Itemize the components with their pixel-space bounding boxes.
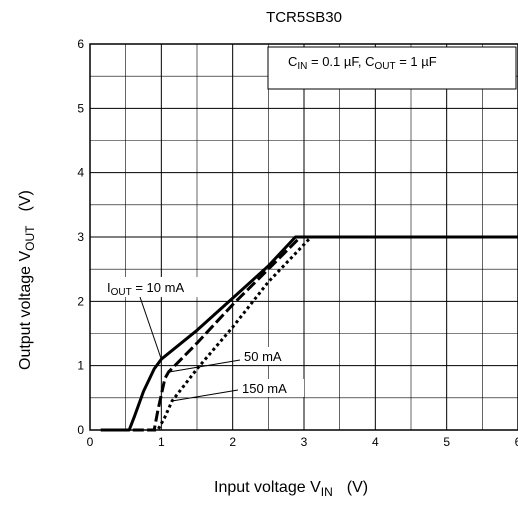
y-tick-label: 1 bbox=[77, 359, 84, 373]
series-line-50ma bbox=[132, 235, 518, 432]
series-annotations: IOUT = 10 mA 50 mA 150 mA bbox=[102, 277, 304, 402]
x-axis-label: Input voltage VIN (V) bbox=[214, 479, 368, 499]
y-tick-label: 2 bbox=[77, 294, 84, 308]
series-label-150ma: 150 mA bbox=[242, 381, 287, 396]
x-tick-label: 3 bbox=[301, 435, 308, 449]
condition-label: CIN = 0.1 µF, COUT = 1 µF bbox=[288, 54, 437, 72]
x-tick-label: 1 bbox=[158, 435, 165, 449]
y-tick-label: 5 bbox=[77, 101, 84, 115]
series-label-bg bbox=[238, 379, 304, 397]
tick-labels: 0 1 2 3 4 5 6 0 1 2 3 4 5 6 bbox=[77, 37, 518, 449]
series-label-50ma: 50 mA bbox=[244, 349, 282, 364]
y-tick-label: 3 bbox=[77, 230, 84, 244]
x-tick-label: 2 bbox=[229, 435, 236, 449]
series-pointer-10ma bbox=[139, 296, 162, 360]
x-tick-label: 0 bbox=[87, 435, 94, 449]
series-label-10ma: IOUT = 10 mA bbox=[107, 280, 184, 298]
x-tick-label: 6 bbox=[515, 435, 518, 449]
series-label-bg bbox=[102, 277, 214, 297]
y-tick-label: 0 bbox=[77, 423, 84, 437]
chart-title: TCR5SB30 bbox=[266, 9, 342, 26]
y-tick-label: 4 bbox=[77, 166, 84, 180]
series-pointer-150ma bbox=[171, 389, 239, 402]
series-pointer-50ma bbox=[168, 359, 241, 373]
condition-box bbox=[267, 46, 517, 90]
plot-frame bbox=[89, 43, 518, 431]
x-tick-label: 5 bbox=[443, 435, 450, 449]
y-axis-label: Output voltage VOUT(V) bbox=[17, 190, 37, 370]
x-tick-label: 4 bbox=[372, 435, 379, 449]
y-tick-label: 6 bbox=[77, 37, 84, 51]
series-label-bg bbox=[240, 347, 296, 365]
